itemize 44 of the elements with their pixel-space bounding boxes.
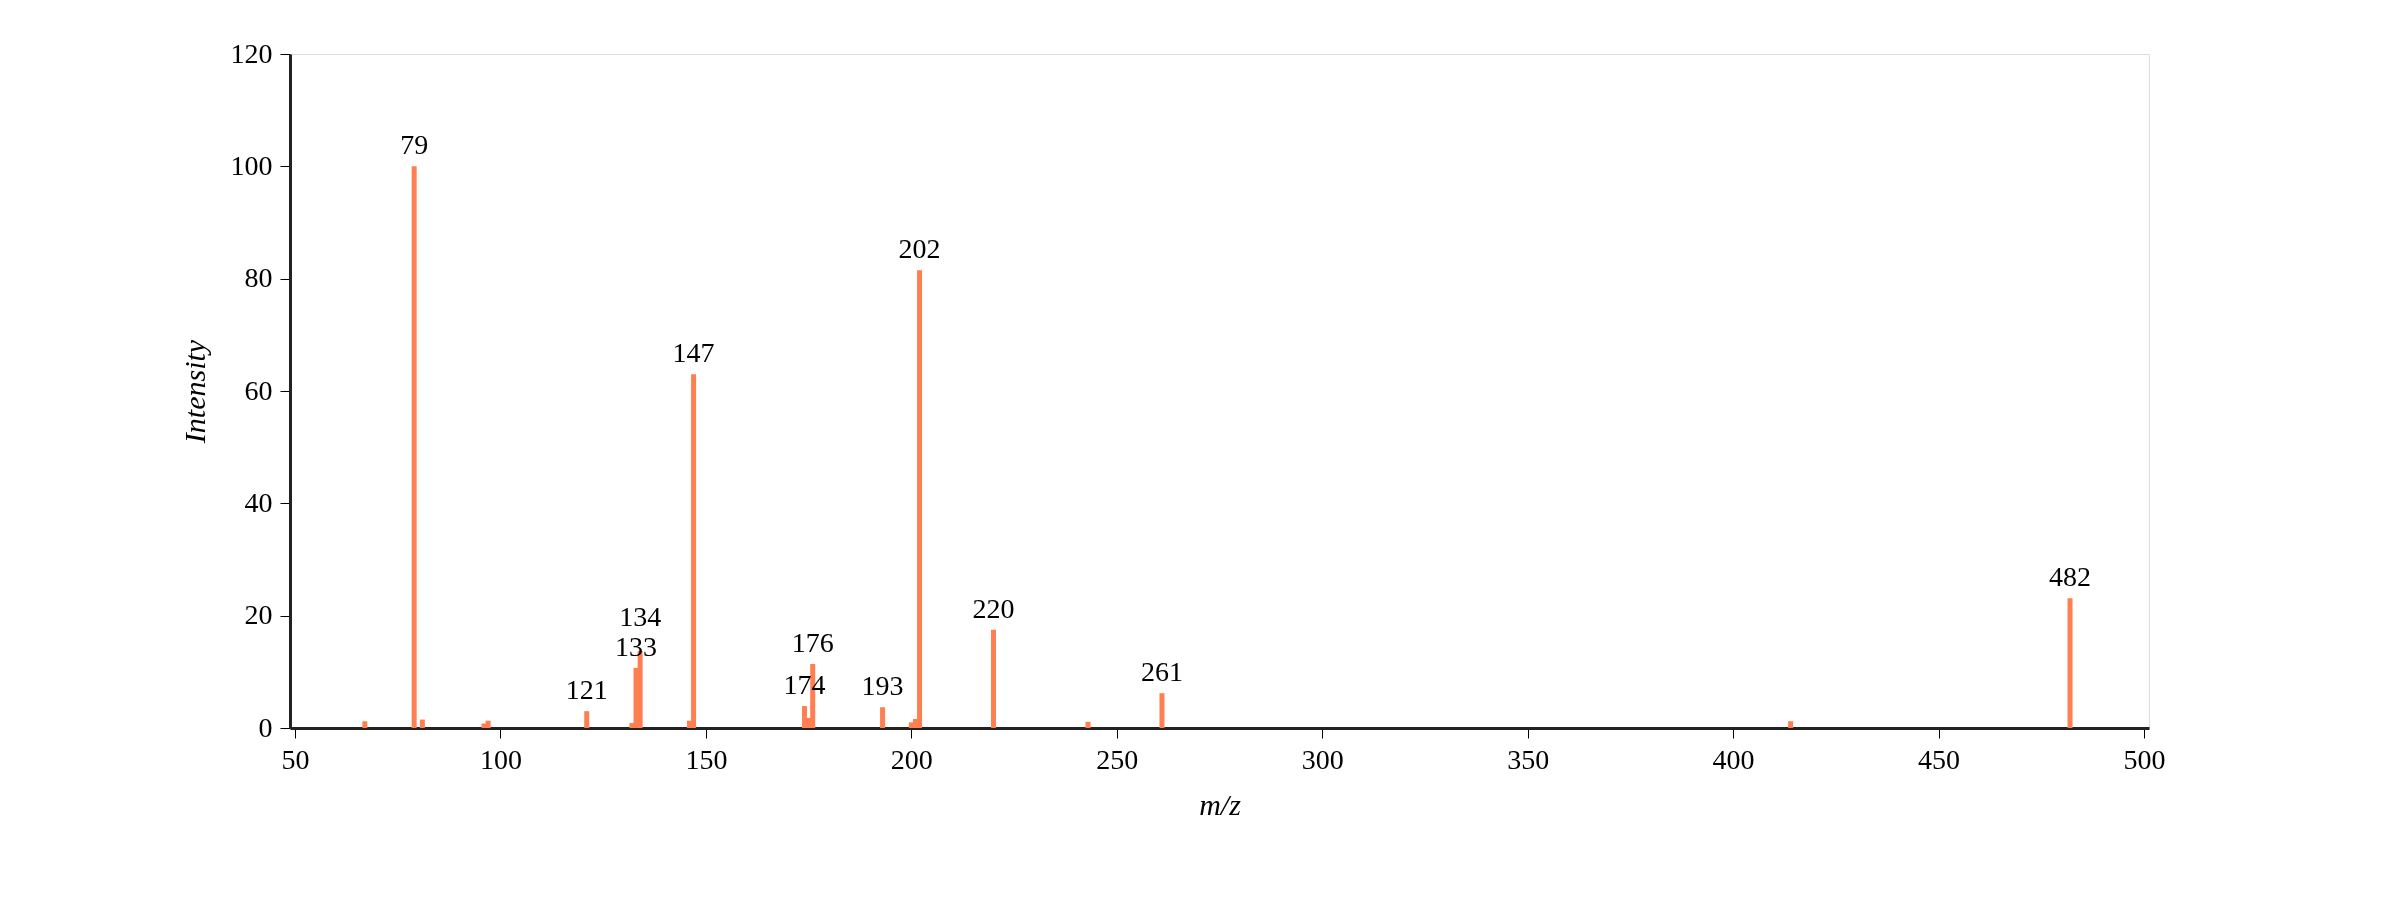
annotation: 193 [861,670,904,702]
bar [411,166,417,728]
y-tick-label: 100 [230,149,273,181]
x-axis-title: m/z [1199,787,1242,821]
annotation: 176 [791,626,834,658]
annotation: 220 [972,592,1015,624]
y-tick-label: 80 [244,262,273,294]
y-tick-label: 20 [244,599,273,631]
bar [485,720,491,728]
x-tick-label: 100 [479,743,522,775]
bar [1159,693,1165,728]
bar [362,721,368,728]
bar [917,270,923,728]
y-tick-label: 60 [244,374,273,406]
bar [880,707,886,728]
bar [584,711,590,728]
x-tick-label: 300 [1301,743,1344,775]
annotation: 261 [1140,656,1183,688]
bar [1788,721,1794,728]
annotation: 202 [898,233,941,265]
y-tick-label: 120 [230,37,273,69]
annotation: 134 [619,600,662,632]
bar [991,629,997,728]
annotation: 121 [565,674,608,706]
x-tick-label: 150 [685,743,728,775]
x-tick-label: 250 [1096,743,1139,775]
annotation: 133 [615,630,658,662]
x-tick-label: 400 [1712,743,1755,775]
x-tick-label: 450 [1918,743,1961,775]
annotation: 79 [400,129,429,161]
bar [419,719,425,728]
bar [1085,721,1091,728]
bar [2067,598,2073,728]
x-tick-label: 500 [2123,743,2166,775]
annotation: 147 [672,337,715,369]
x-tick-label: 200 [890,743,933,775]
y-axis-title: Intensity [177,339,211,445]
annotation: 482 [2049,561,2092,593]
y-tick-label: 0 [258,711,273,743]
x-tick-label: 350 [1507,743,1550,775]
y-tick-label: 40 [244,486,273,518]
x-tick-label: 50 [281,743,310,775]
bar [802,706,807,728]
bar [691,374,697,728]
